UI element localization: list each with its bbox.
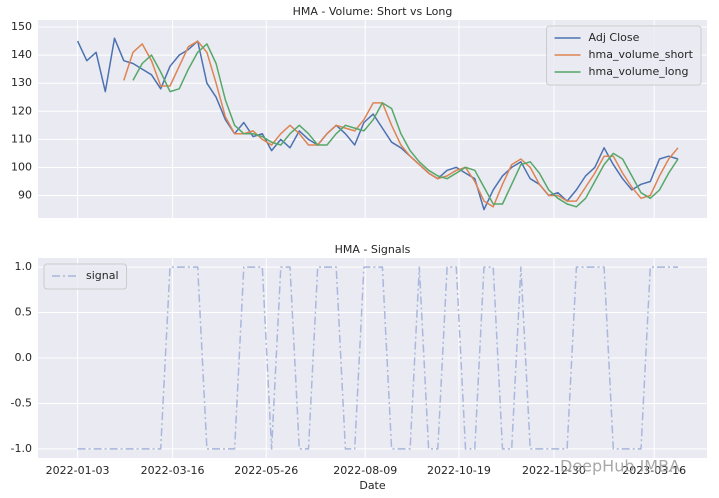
y-tick-label: 110 xyxy=(11,132,32,145)
x-tick-label: 2023-03-16 xyxy=(622,464,686,477)
legend-label: hma_volume_long xyxy=(589,65,689,78)
y-tick-label: 100 xyxy=(11,160,32,173)
y-tick-label: -1.0 xyxy=(11,442,32,455)
x-tick-label: 2022-05-26 xyxy=(234,464,298,477)
x-tick-label: 2022-08-09 xyxy=(333,464,397,477)
legend-label: signal xyxy=(86,269,119,282)
series-line xyxy=(77,266,678,450)
series-line xyxy=(76,37,679,211)
legend-box xyxy=(43,263,128,290)
x-tick-label: 2022-03-16 xyxy=(141,464,205,477)
y-tick-label: 0.5 xyxy=(15,306,33,319)
y-tick-label: 130 xyxy=(11,76,32,89)
legend-box xyxy=(546,25,702,86)
y-tick-label: 140 xyxy=(11,48,32,61)
chart-title: HMA - Volume: Short vs Long xyxy=(293,5,453,18)
x-tick-label: 2022-01-03 xyxy=(46,464,110,477)
y-tick-label: 0.0 xyxy=(15,351,33,364)
series-line xyxy=(132,43,679,208)
y-tick-label: 120 xyxy=(11,104,32,117)
x-tick-label: 2022-12-30 xyxy=(522,464,586,477)
watermark: DeepHub IMBA xyxy=(560,457,680,476)
chart-title: HMA - Signals xyxy=(335,243,411,256)
legend-label: hma_volume_short xyxy=(589,48,694,61)
x-tick-label: 2022-10-19 xyxy=(427,464,491,477)
x-axis-label: Date xyxy=(359,479,386,492)
y-tick-label: -0.5 xyxy=(11,396,32,409)
y-tick-label: 90 xyxy=(18,189,32,202)
y-tick-label: 1.0 xyxy=(15,260,33,273)
legend-label: Adj Close xyxy=(589,31,640,44)
y-tick-label: 150 xyxy=(11,20,32,33)
series-line xyxy=(123,40,679,208)
